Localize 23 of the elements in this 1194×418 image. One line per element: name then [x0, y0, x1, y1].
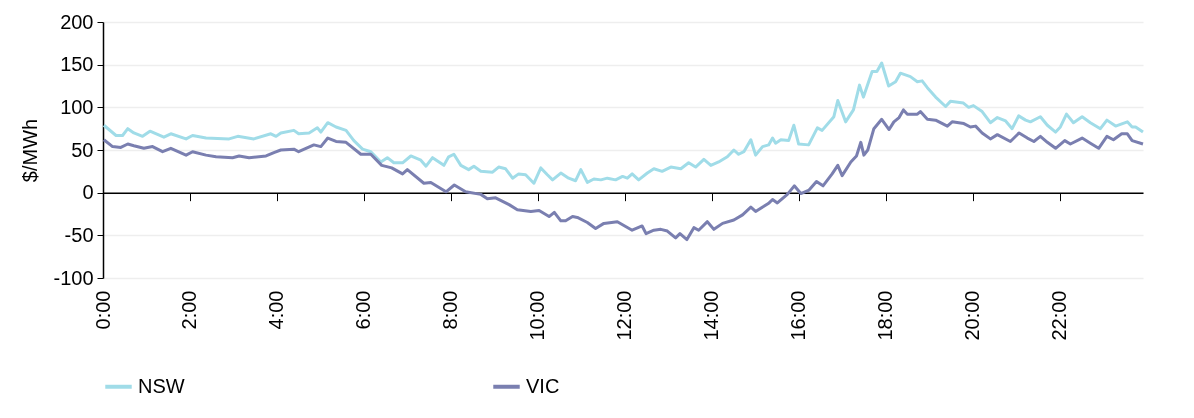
x-tick-label: 10:00 — [526, 290, 549, 341]
y-tick-label: 150 — [60, 53, 94, 76]
y-axis-title: $/MWh — [19, 118, 42, 183]
x-tick-label: 22:00 — [1048, 290, 1071, 341]
x-tick-label: 8:00 — [439, 290, 462, 330]
legend-label: VIC — [526, 374, 560, 397]
y-tick-label: 50 — [71, 138, 94, 161]
y-tick-label: -100 — [53, 266, 94, 289]
y-tick-label: 0 — [82, 181, 94, 204]
y-tick-label: 100 — [60, 95, 94, 118]
y-tick-label: -50 — [64, 223, 94, 246]
x-tick-label: 14:00 — [700, 290, 723, 341]
x-tick-label: 0:00 — [91, 290, 114, 330]
x-tick-label: 6:00 — [352, 290, 375, 330]
x-tick-label: 12:00 — [613, 290, 636, 341]
y-tick-label: 200 — [60, 10, 94, 33]
legend-label: NSW — [138, 374, 185, 397]
x-tick-label: 2:00 — [178, 290, 201, 330]
x-tick-label: 4:00 — [265, 290, 288, 330]
line-series — [102, 61, 1145, 185]
x-tick-label: 18:00 — [874, 290, 897, 341]
x-tick-label: 20:00 — [961, 290, 984, 341]
x-tick-label: 16:00 — [787, 290, 810, 341]
